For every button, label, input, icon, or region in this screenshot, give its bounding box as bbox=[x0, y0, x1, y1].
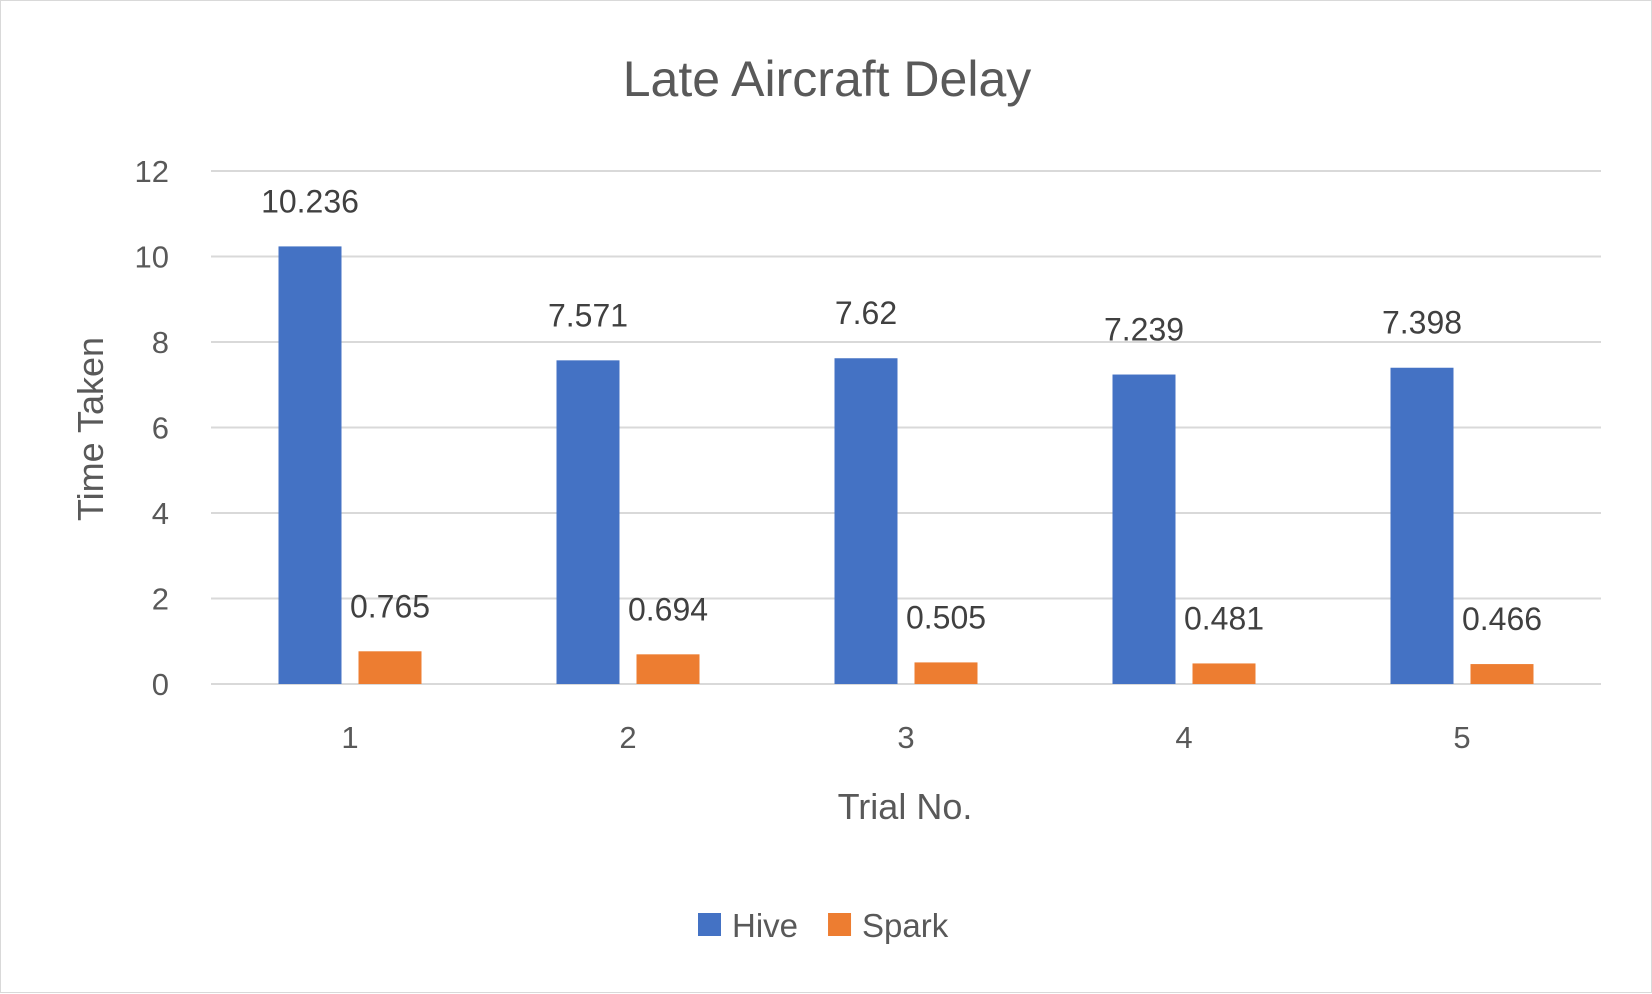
y-tick-label: 2 bbox=[152, 582, 169, 617]
data-label-hive-3: 7.62 bbox=[835, 295, 897, 331]
bar-spark-2 bbox=[636, 654, 700, 684]
x-axis-ticks: 1 2 3 4 5 bbox=[341, 720, 1470, 755]
x-axis-title: Trial No. bbox=[838, 786, 973, 827]
legend-swatch-spark bbox=[828, 913, 852, 936]
data-label-spark-5: 0.466 bbox=[1462, 601, 1542, 637]
x-tick-label: 5 bbox=[1453, 720, 1470, 755]
bar-hive-5 bbox=[1390, 367, 1454, 684]
data-label-spark-3: 0.505 bbox=[906, 599, 986, 635]
y-tick-label: 6 bbox=[152, 411, 169, 446]
y-tick-label: 8 bbox=[152, 325, 169, 360]
x-tick-label: 1 bbox=[341, 720, 358, 755]
bar-spark-1 bbox=[358, 651, 422, 684]
legend-label-hive: Hive bbox=[732, 907, 798, 944]
x-tick-label: 3 bbox=[897, 720, 914, 755]
y-axis-ticks: 0 2 4 6 8 10 12 bbox=[135, 154, 169, 702]
bar-spark-3 bbox=[914, 662, 978, 684]
bar-spark-4 bbox=[1192, 663, 1256, 684]
y-tick-label: 12 bbox=[135, 154, 169, 189]
legend-swatch-hive bbox=[698, 913, 721, 936]
bars bbox=[278, 246, 1534, 684]
data-label-hive-1: 10.236 bbox=[261, 183, 359, 219]
data-label-hive-4: 7.239 bbox=[1104, 312, 1184, 348]
data-label-spark-4: 0.481 bbox=[1184, 600, 1264, 636]
y-tick-label: 4 bbox=[152, 496, 169, 531]
bar-hive-3 bbox=[834, 358, 898, 684]
data-label-hive-5: 7.398 bbox=[1382, 305, 1462, 341]
legend: Hive Spark bbox=[698, 907, 949, 944]
bar-hive-1 bbox=[278, 246, 342, 684]
data-label-hive-2: 7.571 bbox=[548, 297, 628, 333]
y-axis-title: Time Taken bbox=[70, 337, 111, 521]
bar-hive-4 bbox=[1112, 374, 1176, 684]
data-labels: 10.236 0.765 7.571 0.694 7.62 0.505 7.239 0.481… bbox=[261, 183, 1542, 637]
bar-hive-2 bbox=[556, 360, 620, 684]
chart-title: Late Aircraft Delay bbox=[623, 51, 1032, 107]
data-label-spark-1: 0.765 bbox=[350, 588, 430, 624]
legend-label-spark: Spark bbox=[862, 907, 949, 944]
gridlines bbox=[211, 170, 1601, 685]
y-tick-label: 10 bbox=[135, 240, 169, 275]
data-label-spark-2: 0.694 bbox=[628, 591, 708, 627]
y-tick-label: 0 bbox=[152, 667, 169, 702]
x-tick-label: 2 bbox=[619, 720, 636, 755]
x-tick-label: 4 bbox=[1175, 720, 1192, 755]
bar-spark-5 bbox=[1470, 664, 1534, 684]
